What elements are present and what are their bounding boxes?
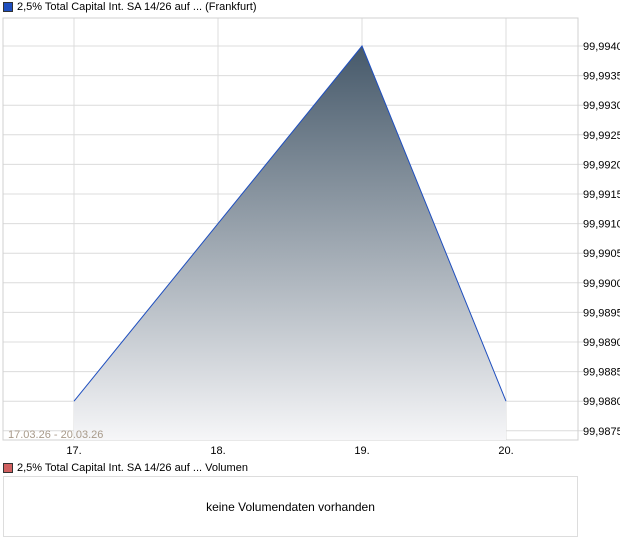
- y-tick-label: 99,9930: [583, 100, 620, 112]
- volume-legend-swatch: [3, 463, 13, 473]
- x-tick-label: 18.: [210, 445, 225, 457]
- volume-empty-message: keine Volumendaten vorhanden: [206, 499, 375, 514]
- y-tick-label: 99,9910: [583, 219, 620, 231]
- y-tick-label: 99,9900: [583, 278, 620, 290]
- y-tick-label: 99,9925: [583, 130, 620, 142]
- y-tick-label: 99,9940: [583, 41, 620, 53]
- x-tick-label: 17.: [66, 445, 81, 457]
- x-tick-label: 19.: [354, 445, 369, 457]
- price-legend-swatch: [3, 2, 13, 12]
- y-tick-label: 99,9890: [583, 337, 620, 349]
- y-tick-label: 99,9920: [583, 159, 620, 171]
- y-tick-label: 99,9875: [583, 426, 620, 438]
- price-chart-title: 2,5% Total Capital Int. SA 14/26 auf ...…: [17, 1, 257, 13]
- y-tick-label: 99,9880: [583, 396, 620, 408]
- y-tick-label: 99,9895: [583, 307, 620, 319]
- y-tick-label: 99,9915: [583, 189, 620, 201]
- volume-chart-title: 2,5% Total Capital Int. SA 14/26 auf ...…: [17, 462, 248, 474]
- volume-legend: 2,5% Total Capital Int. SA 14/26 auf ...…: [3, 462, 248, 474]
- x-tick-label: 20.: [498, 445, 513, 457]
- price-area: [74, 46, 506, 440]
- y-tick-label: 99,9905: [583, 248, 620, 260]
- volume-panel: keine Volumendaten vorhanden: [3, 476, 578, 537]
- y-tick-label: 99,9935: [583, 71, 620, 83]
- y-tick-label: 99,9885: [583, 367, 620, 379]
- price-line: [73, 45, 507, 402]
- price-legend: 2,5% Total Capital Int. SA 14/26 auf ...…: [3, 1, 256, 13]
- price-chart: 99,9875 99,9880 99,9885 99,9890 99,9895 99,99…: [2, 17, 620, 457]
- date-range-label: 17.03.26 - 20.03.26: [8, 429, 103, 441]
